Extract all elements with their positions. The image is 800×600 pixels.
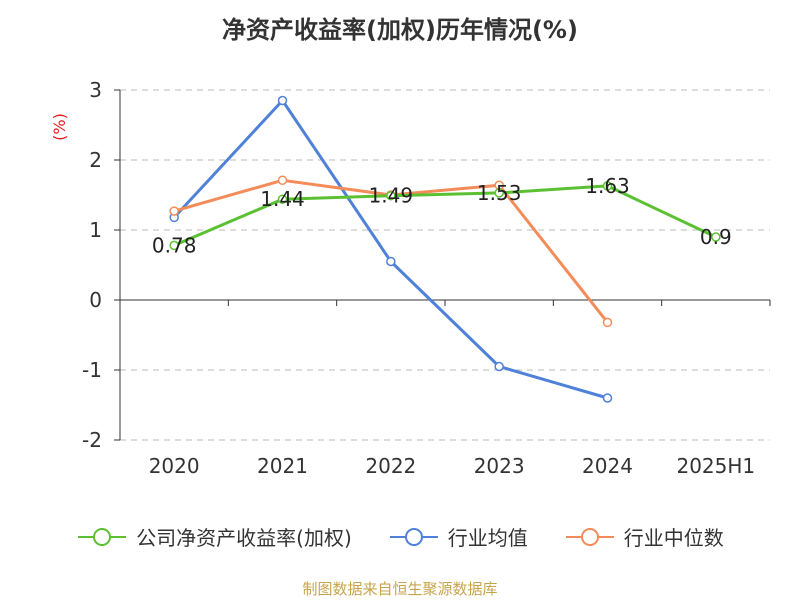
x-tick-label: 2025H1 (676, 454, 755, 478)
legend-symbol-green (78, 527, 127, 546)
y-tick-label: 3 (89, 78, 102, 102)
legend-label-industry-mean: 行业均值 (447, 526, 528, 550)
legend-label-company-roe: 公司净资产收益率(加权) (136, 526, 352, 550)
chart-title: 净资产收益率(加权)历年情况(%) (222, 16, 578, 44)
data-label: 0.78 (152, 233, 197, 257)
x-tick-label: 2022 (365, 454, 416, 478)
y-tick-label: 2 (89, 148, 102, 172)
y-tick-label: 1 (89, 218, 102, 242)
x-tick-label: 2021 (257, 454, 308, 478)
y-tick-label: 0 (89, 288, 102, 312)
source-note: 制图数据来自恒生聚源数据库 (302, 580, 498, 598)
data-point[interactable] (277, 194, 288, 204)
legend-symbol-blue (389, 527, 438, 546)
data-point[interactable] (277, 175, 288, 186)
data-point[interactable] (602, 317, 613, 328)
data-label: 0.9 (700, 225, 732, 249)
x-tick-label: 2023 (474, 454, 525, 478)
data-point[interactable] (386, 256, 396, 267)
series-line-0 (173, 184, 717, 247)
legend-item-industry-mean[interactable]: 行业均值 (388, 522, 528, 551)
data-label: 1.53 (477, 181, 522, 205)
x-tick-label: 2020 (149, 454, 200, 478)
legend-item-company-roe[interactable]: 公司净资产收益率(加权) (76, 522, 352, 551)
data-point[interactable] (602, 393, 613, 403)
data-point[interactable] (494, 361, 504, 372)
series-line-1 (173, 99, 608, 400)
legend-label-industry-median: 行业中位数 (623, 526, 724, 550)
y-axis-unit: (%) (50, 113, 69, 141)
data-point[interactable] (494, 188, 504, 198)
legend-item-industry-median[interactable]: 行业中位数 (564, 522, 724, 551)
data-point[interactable] (602, 181, 613, 191)
legend-symbol-orange (565, 527, 614, 546)
data-point[interactable] (169, 206, 179, 216)
data-label: 1.63 (585, 174, 630, 198)
legend: 公司净资产收益率(加权) 行业均值 行业中位数 (0, 522, 800, 551)
data-label: 1.49 (369, 184, 414, 208)
data-point[interactable] (277, 95, 288, 106)
data-point[interactable] (169, 240, 179, 251)
x-tick-label: 2024 (582, 454, 633, 478)
data-point[interactable] (386, 190, 396, 201)
y-tick-label: -1 (82, 358, 102, 382)
data-label: 1.44 (260, 187, 305, 211)
y-tick-label: -2 (82, 428, 102, 452)
data-point[interactable] (711, 232, 721, 242)
